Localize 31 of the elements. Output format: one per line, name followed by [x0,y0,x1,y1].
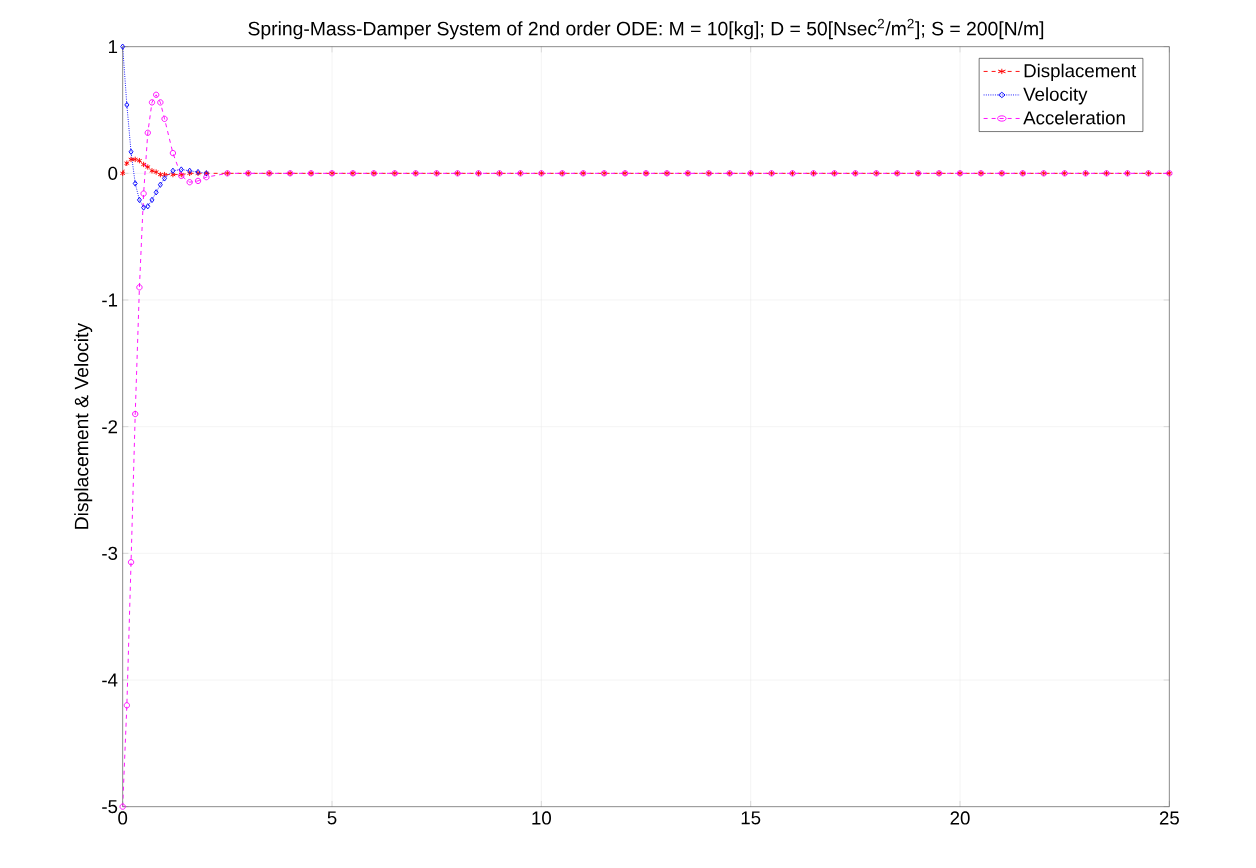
point [124,101,130,109]
y-tick-label: -1 [102,293,118,307]
y-tick-label: 1 [109,40,118,54]
x-tick-label: 20 [950,811,970,825]
point [128,148,134,155]
y-tick-label: -5 [102,800,118,814]
chart-title: Spring-Mass-Damper System of 2nd order ODE: M = 10[kg]; D = 50[Nsec$^{2}$/m$^{2}$]; S = 200[N/m] [248,18,1044,40]
y-axis-title: Displacement & Velocity [74,323,93,529]
x-tick-label: 10 [532,811,551,825]
point [136,196,142,204]
point [141,204,147,211]
y-tick-label: -2 [102,420,118,434]
point [157,181,163,188]
x-tick-label: 15 [741,811,761,825]
legend-label: Velocity [1023,87,1088,105]
point [132,180,138,187]
legend-label: Displacement [1024,63,1137,82]
point [120,43,126,50]
point [153,189,159,196]
point [149,196,155,204]
x-tick-label: 25 [1159,811,1179,825]
point [170,167,176,174]
point [145,203,151,210]
x-tick-label: 0 [118,811,128,825]
legend-label: Acceleration [1023,110,1125,125]
x-tick-label: 5 [327,811,337,825]
y-tick-label: 0 [108,166,118,180]
y-tick-label: -4 [102,673,118,687]
point [162,175,168,182]
point [178,166,184,173]
y-tick-label: -3 [102,546,118,560]
